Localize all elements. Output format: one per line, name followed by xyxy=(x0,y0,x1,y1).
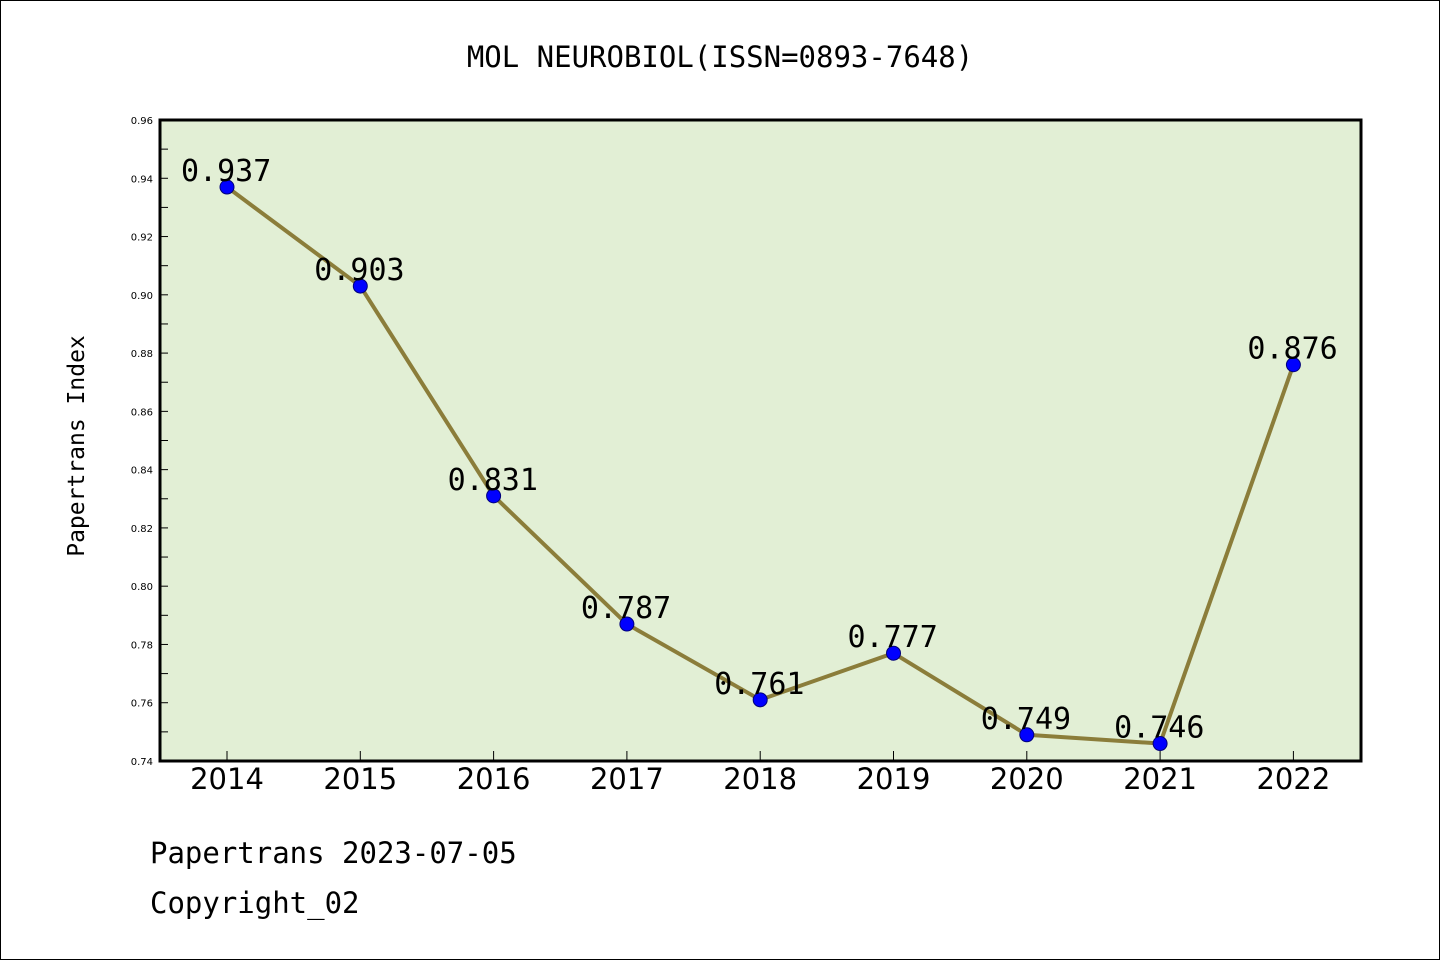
data-label: 0.876 xyxy=(1247,332,1337,367)
y-axis: 0.74 0.76 0.78 0.80 0.82 0.84 0.86 0.88 0.90 0.92… xyxy=(131,116,168,768)
data-points xyxy=(219,179,1301,752)
y-tick-label: 0.78 xyxy=(131,640,153,651)
y-tick-label: 0.82 xyxy=(131,524,153,535)
x-axis: 2014 2015 2016 2017 2018 2019 2020 2021 2022 xyxy=(190,751,1330,796)
x-tick-label: 2017 xyxy=(590,762,664,796)
footer-source: Papertrans 2023-07-05 xyxy=(150,836,517,870)
data-point xyxy=(752,692,768,708)
data-label: 0.787 xyxy=(581,591,671,626)
data-point xyxy=(1019,727,1035,743)
data-labels: 0.937 0.903 0.831 0.787 0.761 0.777 0.749 0.746… xyxy=(181,154,1338,746)
x-tick-label: 2015 xyxy=(323,762,397,796)
y-tick-label: 0.76 xyxy=(131,699,153,710)
x-tick-label: 2022 xyxy=(1256,762,1330,796)
data-point xyxy=(886,645,901,661)
y-tick-label: 0.84 xyxy=(131,466,153,477)
data-point xyxy=(1152,736,1168,752)
data-point xyxy=(486,488,502,504)
x-tick-label: 2018 xyxy=(723,762,797,796)
x-tick-label: 2020 xyxy=(990,762,1064,796)
data-label: 0.746 xyxy=(1114,711,1204,746)
y-axis-label: Papertrans Index xyxy=(64,335,90,557)
y-tick-label: 0.94 xyxy=(131,174,153,185)
y-tick-label: 0.90 xyxy=(131,291,153,302)
y-tick-label: 0.86 xyxy=(131,407,153,418)
data-label: 0.761 xyxy=(714,667,804,702)
data-label: 0.903 xyxy=(314,253,404,288)
data-label: 0.777 xyxy=(848,620,938,655)
data-label: 0.937 xyxy=(181,154,271,189)
x-tick-label: 2016 xyxy=(457,762,531,796)
y-tick-label: 0.92 xyxy=(131,233,153,244)
data-label: 0.831 xyxy=(448,463,538,498)
x-tick-label: 2014 xyxy=(190,762,264,796)
x-tick-label: 2021 xyxy=(1123,762,1197,796)
y-tick-label: 0.96 xyxy=(131,116,153,127)
y-tick-label: 0.80 xyxy=(131,582,153,593)
data-point xyxy=(1285,357,1301,373)
plot-area xyxy=(158,118,1363,763)
data-point xyxy=(619,616,635,632)
data-point xyxy=(219,179,235,195)
y-tick-label: 0.74 xyxy=(131,757,153,768)
footer-copyright: Copyright_02 xyxy=(150,886,360,920)
x-tick-label: 2019 xyxy=(857,762,931,796)
data-point xyxy=(352,278,368,294)
y-tick-label: 0.88 xyxy=(131,349,153,360)
chart-title: MOL NEUROBIOL(ISSN=0893-7648) xyxy=(467,40,973,74)
data-label: 0.749 xyxy=(981,702,1071,737)
